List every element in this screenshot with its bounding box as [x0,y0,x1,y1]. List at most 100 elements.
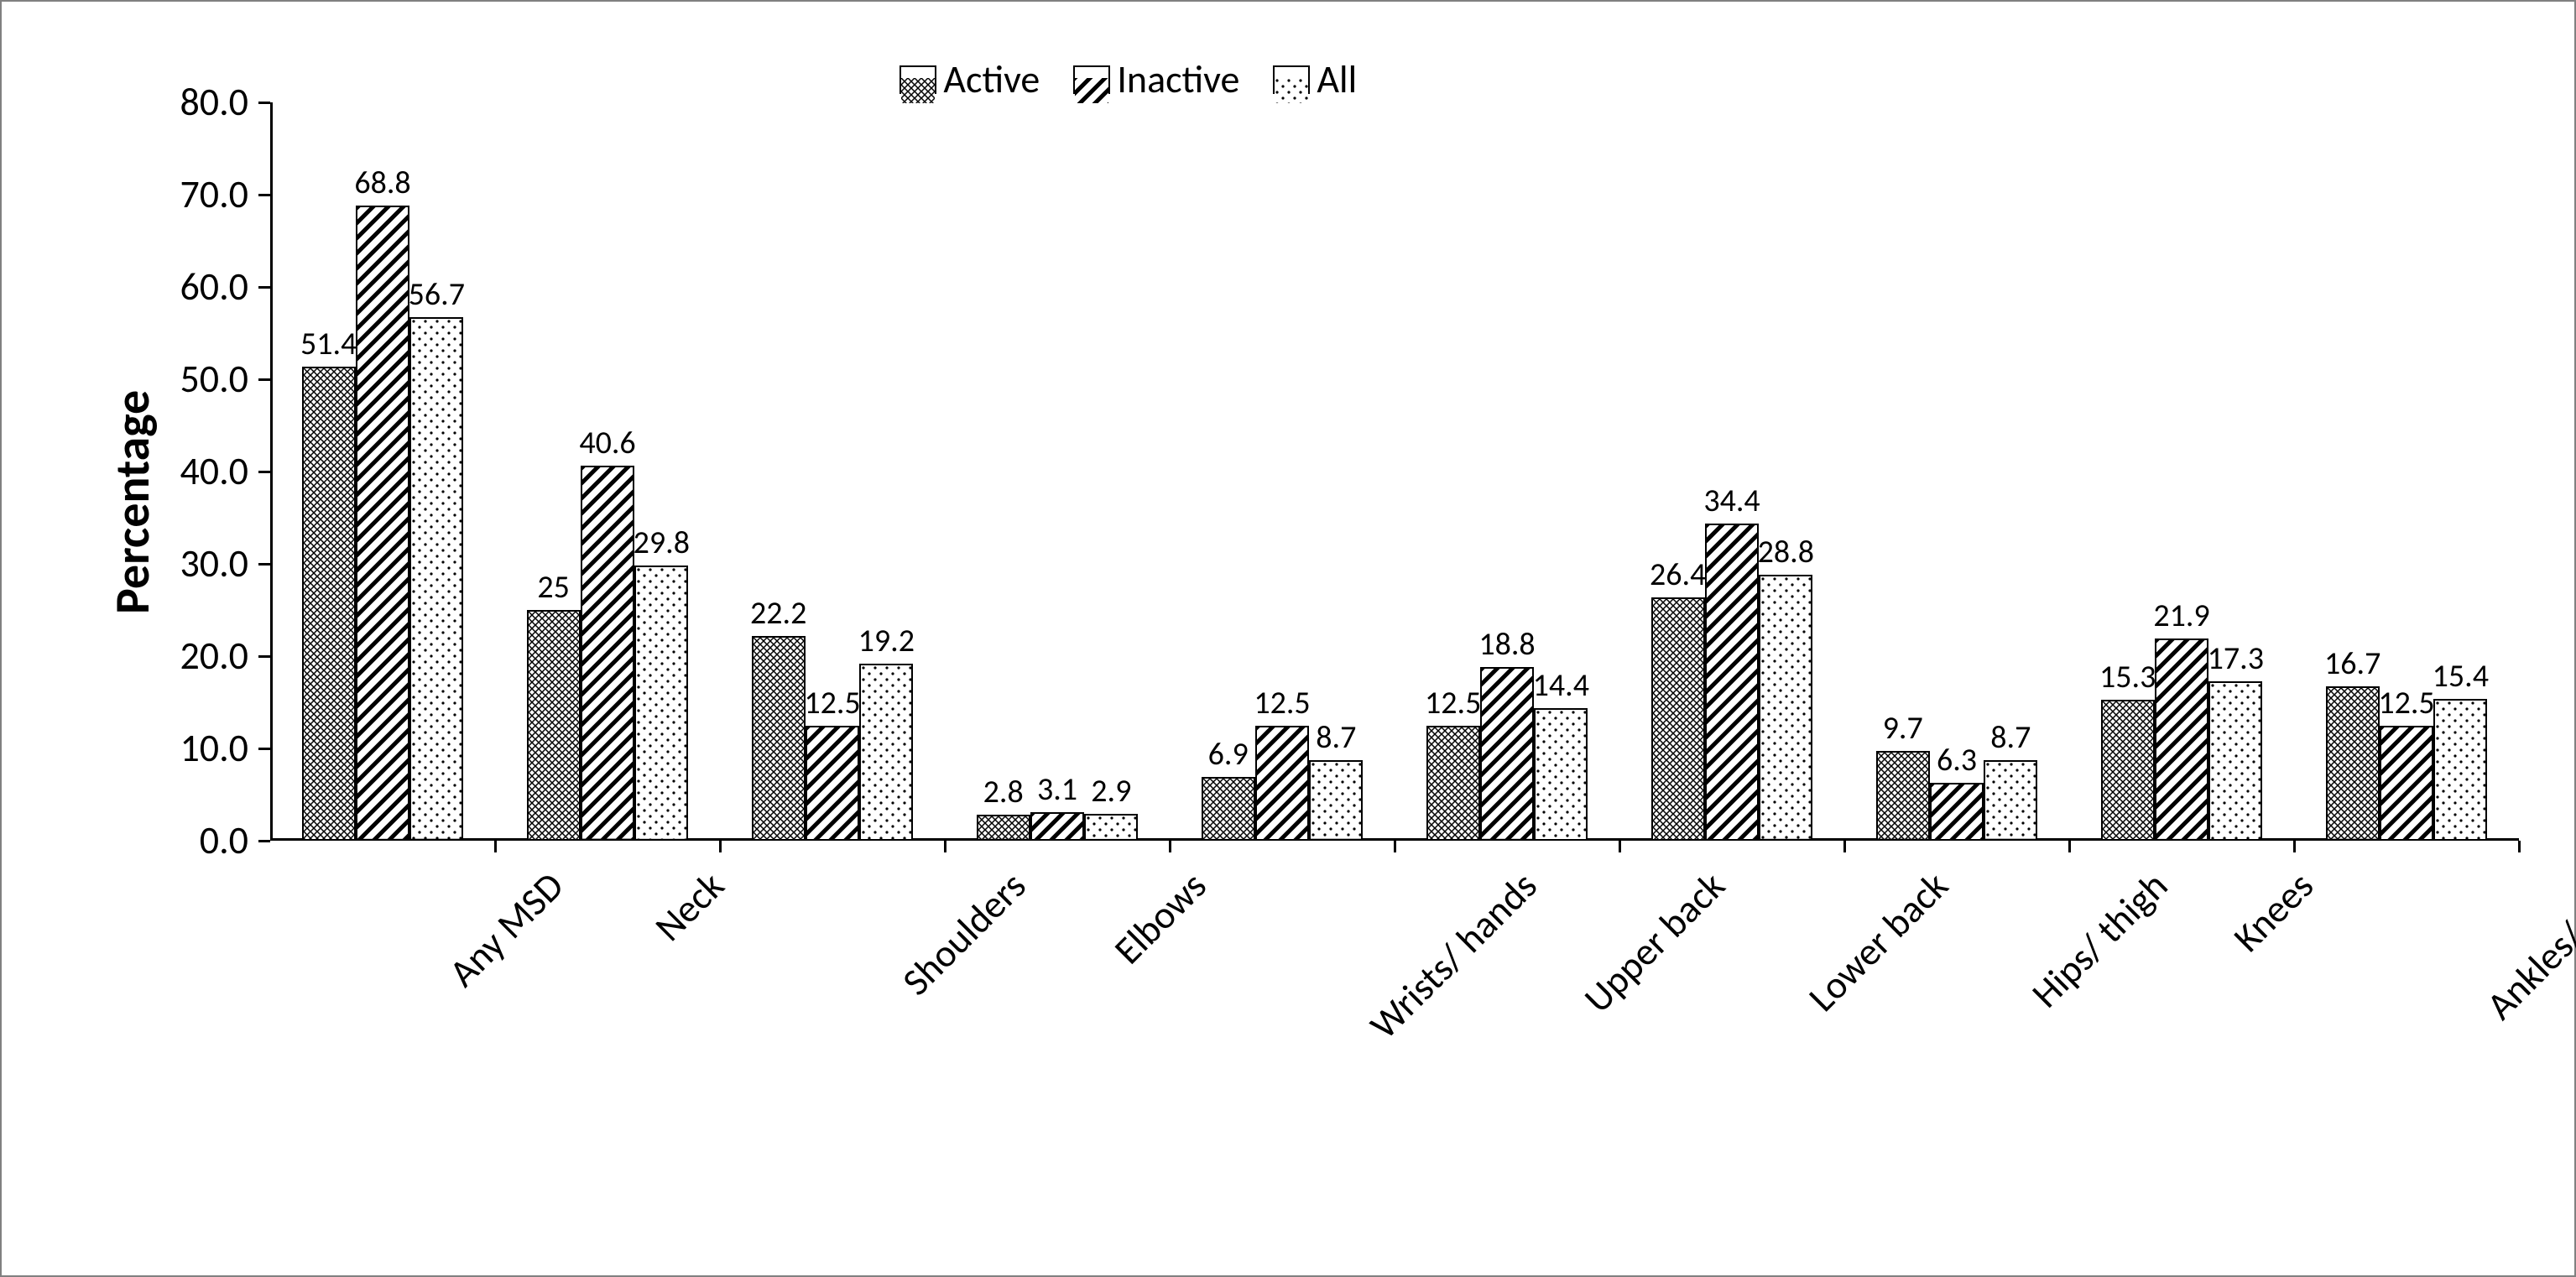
data-label: 2.9 [1091,772,1131,811]
y-tick [258,471,270,473]
x-tick [1394,841,1396,852]
x-category-label: Knees [2224,863,2323,962]
bar [2155,638,2208,841]
data-label: 19.2 [858,622,915,660]
legend-item: Active [900,56,1040,103]
x-category-label: Wrists/ hands [1360,863,1546,1049]
x-category-label: Hips/ thigh [2022,863,2177,1018]
y-tick [258,655,270,658]
y-tick [258,748,270,750]
bar [1480,667,1534,841]
x-tick [1619,841,1621,852]
bar [752,636,806,841]
y-tick-label: 20.0 [180,633,248,680]
data-label: 3.1 [1037,770,1077,809]
x-category-label: Lower back [1799,863,1958,1021]
data-label: 12.5 [2378,684,2434,722]
data-label: 12.5 [804,684,860,722]
data-label: 2.8 [983,773,1024,811]
bar [2380,726,2433,842]
bar [1876,751,1930,841]
x-tick [494,841,497,852]
x-tick [2293,841,2296,852]
x-category-label: Neck [645,863,733,951]
y-tick-label: 80.0 [180,79,248,126]
x-tick [1169,841,1171,852]
y-tick-label: 40.0 [180,448,248,495]
bar [977,815,1030,841]
data-label: 12.5 [1425,684,1481,722]
bar [1534,708,1588,841]
y-tick-label: 70.0 [180,171,248,218]
data-label: 18.8 [1478,625,1535,664]
data-label: 28.8 [1758,533,1814,571]
data-label: 9.7 [1883,709,1923,748]
bar [1030,812,1084,841]
data-label: 40.6 [579,424,635,462]
data-label: 6.3 [1937,741,1977,779]
bar [2101,700,2155,841]
chart-frame: 51.468.856.72540.629.822.212.519.22.83.1… [0,0,2576,1277]
data-label: 8.7 [1990,718,2031,757]
y-tick-label: 10.0 [180,725,248,772]
data-label: 16.7 [2324,644,2380,683]
bar [1309,760,1363,841]
bar [302,367,356,841]
x-category-label: Elbows [1105,863,1217,974]
y-tick-label: 0.0 [200,817,248,864]
data-label: 15.3 [2099,658,2156,696]
bar [1759,575,1812,841]
y-axis-title: Percentage [102,390,162,614]
data-label: 6.9 [1208,735,1249,774]
data-label: 26.4 [1650,555,1706,594]
y-tick [258,194,270,196]
y-axis-line [270,102,273,841]
data-label: 56.7 [409,275,465,314]
y-tick [258,840,270,842]
bar [2208,681,2262,841]
legend-label: Inactive [1117,56,1239,103]
x-category-label: Shoulders [893,863,1035,1005]
legend-item: All [1273,56,1357,103]
y-tick [258,378,270,381]
data-label: 17.3 [2208,639,2264,678]
data-label: 21.9 [2153,597,2209,635]
bar [1426,726,1480,842]
data-label: 25 [537,568,570,607]
x-category-label: Upper back [1575,863,1735,1023]
legend-swatch [900,65,936,94]
x-tick [944,841,946,852]
x-category-label: Ankles/ feet [2477,863,2576,1029]
plot-area: 51.468.856.72540.629.822.212.519.22.83.1… [270,102,2519,841]
data-label: 34.4 [1703,482,1760,520]
y-tick-label: 30.0 [180,540,248,587]
bar [1705,524,1759,841]
y-tick-label: 60.0 [180,263,248,310]
x-tick [719,841,722,852]
legend-item: Inactive [1073,56,1239,103]
x-tick [2518,841,2521,852]
x-category-label: Any MSD [440,863,574,997]
bar [1984,760,2037,841]
bar [2326,686,2380,841]
data-label: 51.4 [300,325,357,363]
legend-label: All [1317,56,1357,103]
x-tick [1843,841,1846,852]
y-tick [258,563,270,566]
bar [409,317,463,841]
y-tick-label: 50.0 [180,356,248,403]
bar [1651,597,1705,841]
legend: Active Inactive All [900,56,1357,103]
legend-label: Active [943,56,1040,103]
data-label: 22.2 [750,594,806,633]
data-label: 15.4 [2433,657,2489,696]
y-tick [258,286,270,289]
bar [634,566,688,841]
data-label: 8.7 [1316,718,1356,757]
data-label: 68.8 [354,164,410,202]
bar [356,206,409,841]
bar [1930,783,1984,841]
x-tick [2068,841,2071,852]
bar [2433,699,2487,841]
bar [806,726,859,842]
